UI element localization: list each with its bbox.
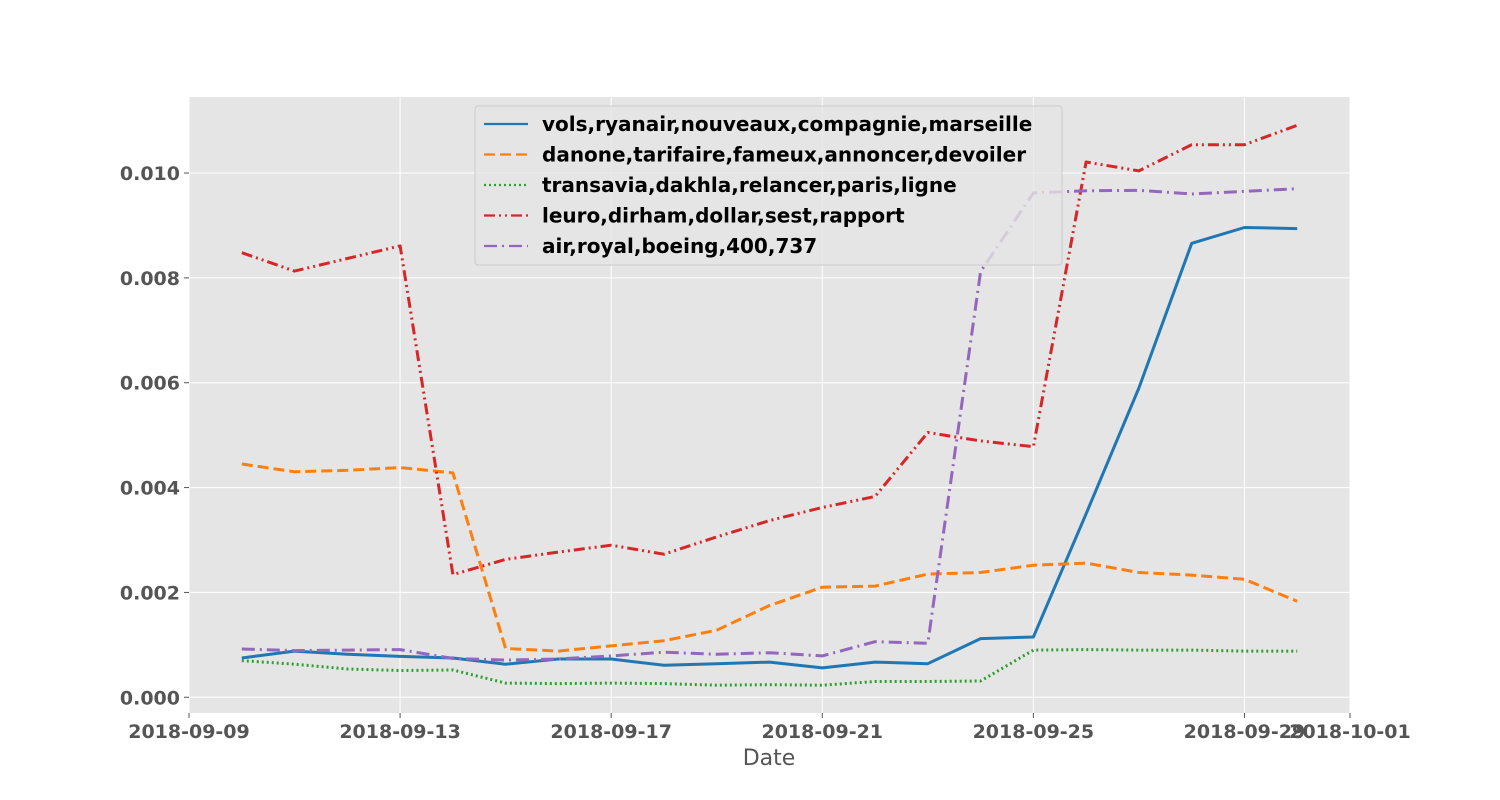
series-line-2 bbox=[241, 648, 1298, 687]
y-tick-label: 0.006 bbox=[120, 373, 180, 395]
x-tick-label: 2018-09-17 bbox=[550, 721, 672, 743]
legend-label-4: air,royal,boeing,400,737 bbox=[542, 234, 817, 258]
legend: vols,ryanair,nouveaux,compagnie,marseill… bbox=[474, 105, 1063, 266]
series-lines bbox=[241, 123, 1298, 687]
x-tick-label: 2018-09-25 bbox=[973, 721, 1095, 743]
y-tick-label: 0.004 bbox=[120, 478, 180, 500]
series-line-0 bbox=[241, 226, 1298, 670]
x-tick-label: 2018-09-29 bbox=[1184, 721, 1306, 743]
y-tick-label: 0.010 bbox=[120, 163, 180, 185]
y-tick-label: 0.000 bbox=[120, 687, 180, 709]
x-axis-ticks: 2018-09-09 2018-09-13 2018-09-17 2018-09-21… bbox=[128, 713, 1411, 743]
x-tick-label: 2018-09-09 bbox=[128, 721, 250, 743]
series-line-3 bbox=[241, 123, 1298, 577]
y-tick-label: 0.008 bbox=[120, 268, 180, 290]
x-tick-label: 2018-09-21 bbox=[761, 721, 883, 743]
series-line-1 bbox=[241, 462, 1298, 653]
series-line-4 bbox=[241, 187, 1298, 662]
legend-label-1: danone,tarifaire,fameux,annoncer,devoile… bbox=[542, 143, 1026, 167]
y-tick-label: 0.002 bbox=[120, 582, 180, 604]
legend-label-2: transavia,dakhla,relancer,paris,ligne bbox=[542, 173, 957, 197]
legend-label-0: vols,ryanair,nouveaux,compagnie,marseill… bbox=[542, 112, 1032, 136]
x-axis-label: Date bbox=[743, 746, 796, 771]
y-axis-ticks: 0.000 0.002 0.004 0.006 0.008 0.010 bbox=[120, 163, 189, 709]
x-tick-label: 2018-09-13 bbox=[339, 721, 461, 743]
x-tick-label: 2018-10-01 bbox=[1289, 721, 1411, 743]
legend-box bbox=[474, 105, 1063, 266]
legend-label-3: leuro,dirham,dollar,sest,rapport bbox=[542, 204, 905, 228]
